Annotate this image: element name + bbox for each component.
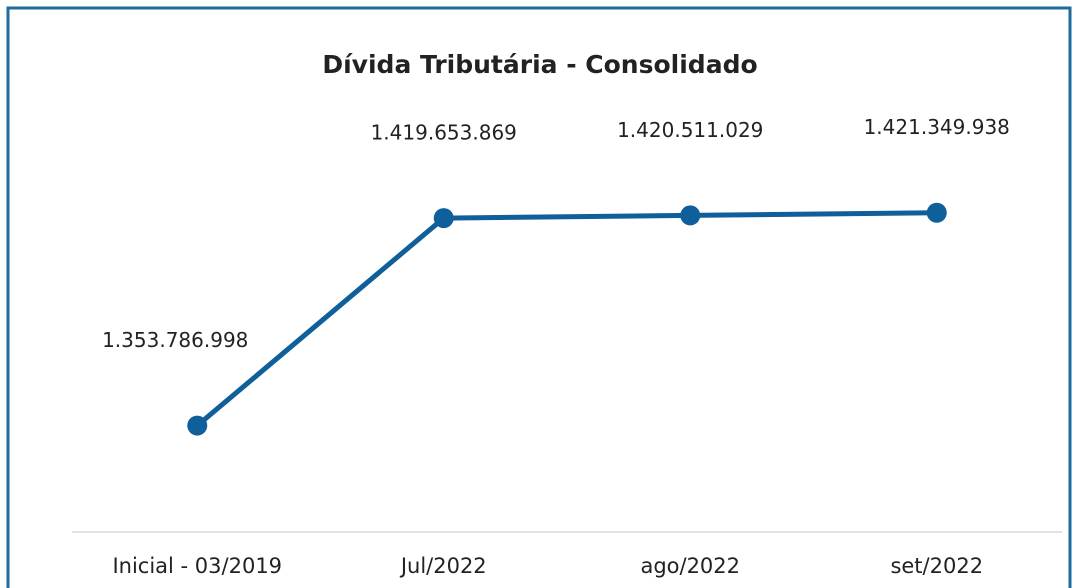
- data-label: 1.420.511.029: [617, 118, 763, 142]
- marker: [926, 202, 947, 223]
- marker: [680, 205, 701, 226]
- x-tick-label: Jul/2022: [399, 554, 487, 578]
- frame: [6, 6, 1072, 588]
- x-tick-label: set/2022: [890, 554, 983, 578]
- marker: [433, 208, 454, 229]
- x-tick-label: Inicial - 03/2019: [112, 554, 282, 578]
- data-label: 1.421.349.938: [864, 115, 1010, 139]
- data-label: 1.353.786.998: [102, 328, 248, 352]
- line: [195, 210, 937, 428]
- marker: [187, 415, 208, 436]
- chart-title: Dívida Tributária - Consolidado: [322, 50, 757, 79]
- x-tick-label: ago/2022: [640, 554, 740, 578]
- data-label: 1.419.653.869: [371, 121, 517, 145]
